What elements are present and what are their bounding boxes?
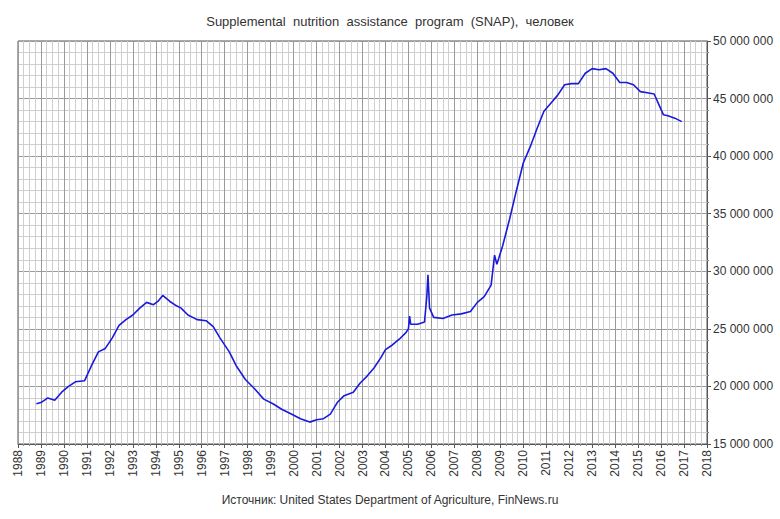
svg-text:1995: 1995	[172, 450, 186, 477]
svg-text:1998: 1998	[241, 450, 255, 477]
svg-text:2004: 2004	[378, 450, 392, 477]
svg-text:2009: 2009	[493, 450, 507, 477]
svg-text:2001: 2001	[310, 450, 324, 477]
svg-text:2003: 2003	[356, 450, 370, 477]
svg-text:1993: 1993	[126, 450, 140, 477]
svg-text:2016: 2016	[654, 450, 668, 477]
svg-text:2011: 2011	[539, 450, 553, 476]
svg-text:Supplemental nutrition assis: Supplemental nutrition assistance progra…	[206, 14, 574, 29]
svg-text:30 000 000: 30 000 000	[713, 264, 773, 278]
svg-text:1992: 1992	[103, 450, 117, 477]
svg-text:50 000 000: 50 000 000	[713, 34, 773, 48]
svg-text:2012: 2012	[562, 450, 576, 477]
svg-text:25 000 000: 25 000 000	[713, 322, 773, 336]
svg-text:1988: 1988	[11, 450, 25, 477]
svg-text:1990: 1990	[57, 450, 71, 477]
svg-text:2006: 2006	[424, 450, 438, 477]
svg-text:45 000 000: 45 000 000	[713, 92, 773, 106]
svg-text:1999: 1999	[264, 450, 278, 477]
svg-text:15 000 000: 15 000 000	[713, 437, 773, 451]
svg-text:2017: 2017	[677, 450, 691, 477]
svg-text:1997: 1997	[218, 450, 232, 477]
svg-text:1994: 1994	[149, 450, 163, 477]
svg-text:2018: 2018	[700, 450, 714, 477]
svg-text:2002: 2002	[333, 450, 347, 477]
svg-text:Источник: United States Depart: Источник: United States Department of Ag…	[222, 493, 559, 507]
svg-text:1996: 1996	[195, 450, 209, 477]
svg-text:40 000 000: 40 000 000	[713, 149, 773, 163]
svg-text:2015: 2015	[631, 450, 645, 477]
svg-text:2007: 2007	[447, 450, 461, 477]
svg-text:2005: 2005	[401, 450, 415, 477]
svg-text:1991: 1991	[80, 450, 94, 477]
svg-text:2010: 2010	[516, 450, 530, 477]
svg-text:1989: 1989	[34, 450, 48, 477]
svg-text:35 000 000: 35 000 000	[713, 207, 773, 221]
svg-text:2013: 2013	[585, 450, 599, 477]
svg-text:2000: 2000	[287, 450, 301, 477]
svg-text:2008: 2008	[470, 450, 484, 477]
svg-text:20 000 000: 20 000 000	[713, 379, 773, 393]
svg-text:2014: 2014	[608, 450, 622, 477]
